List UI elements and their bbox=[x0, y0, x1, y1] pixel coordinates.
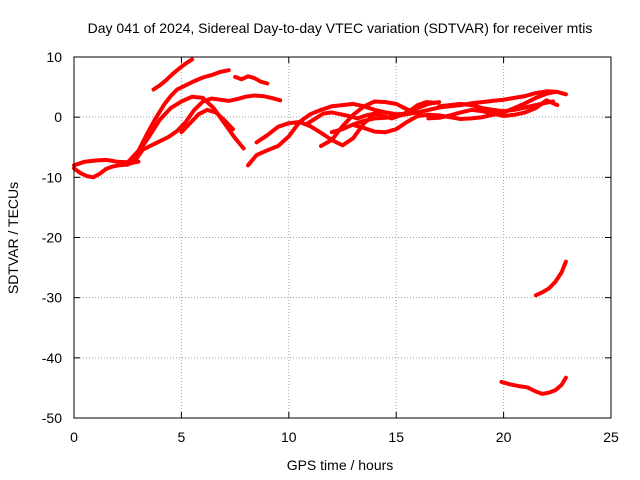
series-arc-14 bbox=[426, 98, 560, 121]
y-tick-label: 0 bbox=[54, 109, 62, 125]
y-tick-label: -30 bbox=[42, 290, 62, 306]
x-tick-label: 20 bbox=[496, 429, 512, 445]
series-arc-6 bbox=[179, 107, 235, 135]
chart-title: Day 041 of 2024, Sidereal Day-to-day VTE… bbox=[88, 20, 593, 36]
axis-ticks bbox=[73, 56, 612, 419]
series-arc-3 bbox=[151, 57, 195, 92]
x-tick-label: 15 bbox=[388, 429, 404, 445]
y-tick-label: -20 bbox=[42, 230, 62, 246]
tick-labels: 0 5 10 15 20 25 -50 -40 -30 -20 -10 0 10 bbox=[42, 49, 619, 445]
y-tick-label: -40 bbox=[42, 350, 62, 366]
y-tick-label: 10 bbox=[46, 49, 62, 65]
x-tick-label: 0 bbox=[70, 429, 78, 445]
series-arc-15 bbox=[437, 99, 555, 114]
x-tick-label: 25 bbox=[603, 429, 619, 445]
series-arc-9 bbox=[254, 112, 377, 148]
series-arc-7 bbox=[233, 74, 270, 86]
series-arc-13 bbox=[351, 89, 558, 135]
series-arc-17 bbox=[499, 375, 568, 396]
series-arc-10 bbox=[304, 100, 437, 127]
series-arc-16 bbox=[533, 259, 568, 298]
x-tick-label: 5 bbox=[178, 429, 186, 445]
series-arc-2 bbox=[72, 68, 231, 168]
x-tick-label: 10 bbox=[281, 429, 297, 445]
y-tick-label: -50 bbox=[42, 410, 62, 426]
series-arc-5 bbox=[125, 94, 246, 167]
y-axis-label: SDTVAR / TECUs bbox=[5, 182, 21, 294]
y-tick-label: -10 bbox=[42, 169, 62, 185]
data-series bbox=[72, 57, 568, 396]
series-arc-11 bbox=[319, 99, 420, 148]
x-axis-label: GPS time / hours bbox=[287, 457, 394, 473]
